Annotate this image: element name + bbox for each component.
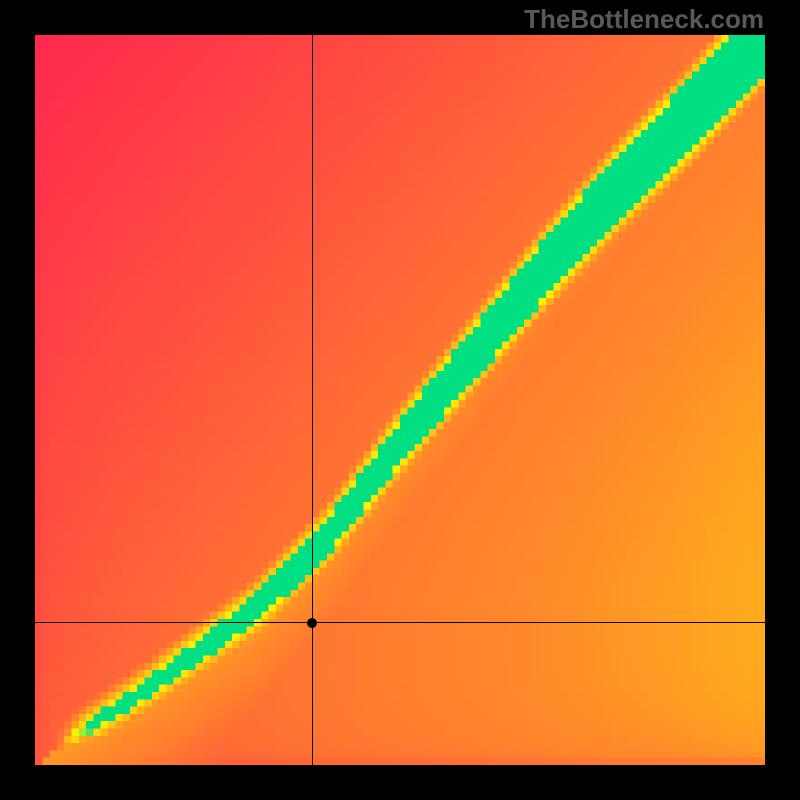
crosshair-horizontal <box>35 622 765 623</box>
bottleneck-heatmap <box>35 35 765 765</box>
watermark-text: TheBottleneck.com <box>524 4 764 35</box>
crosshair-vertical <box>312 35 313 765</box>
chart-container: TheBottleneck.com <box>0 0 800 800</box>
